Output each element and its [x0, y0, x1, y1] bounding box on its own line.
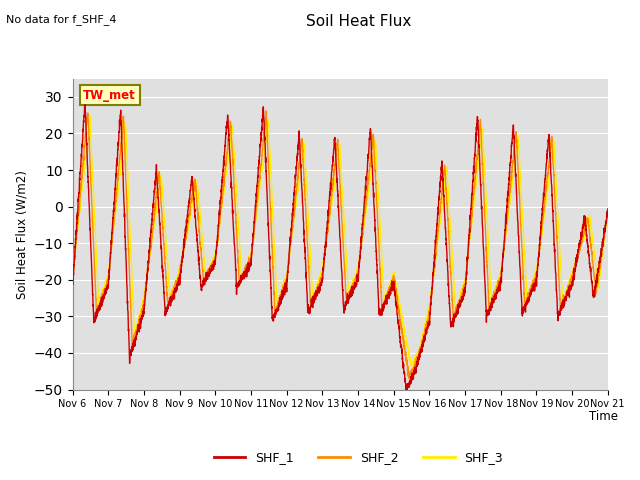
- Text: TW_met: TW_met: [83, 89, 136, 102]
- Text: Soil Heat Flux: Soil Heat Flux: [306, 14, 411, 29]
- X-axis label: Time: Time: [589, 410, 618, 423]
- Legend: SHF_1, SHF_2, SHF_3: SHF_1, SHF_2, SHF_3: [209, 446, 508, 469]
- Y-axis label: Soil Heat Flux (W/m2): Soil Heat Flux (W/m2): [15, 169, 28, 299]
- Text: No data for f_SHF_4: No data for f_SHF_4: [6, 14, 117, 25]
